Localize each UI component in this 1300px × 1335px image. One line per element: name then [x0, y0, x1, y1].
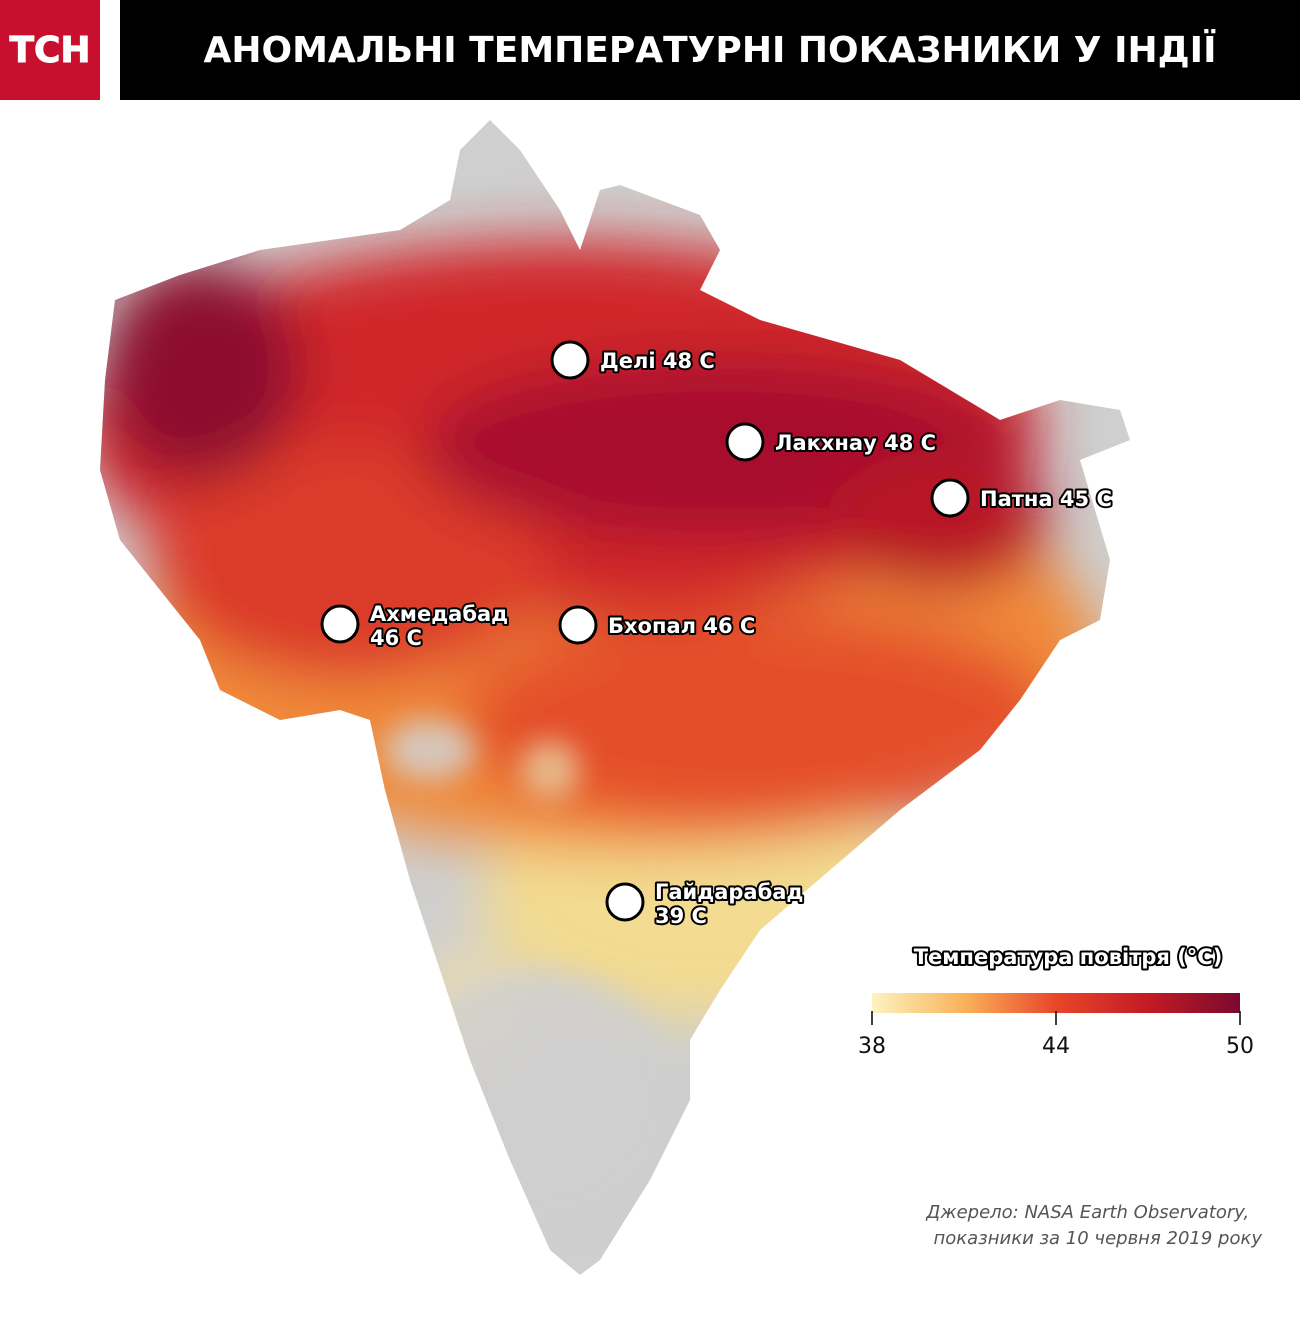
city-label: Делі 48 С	[600, 349, 715, 373]
city-label-line: Бхопал 46 С	[608, 614, 755, 638]
tick-label: 50	[1226, 1034, 1254, 1059]
heat	[100, 240, 1100, 1230]
city-label: Ахмедабад 46 С	[370, 602, 508, 650]
legend-title: Температура повітря (°C)	[914, 945, 1223, 969]
city-label-line: Ахмедабад	[370, 602, 508, 626]
city-label-line: Патна 45 С	[980, 487, 1112, 511]
city-label: Патна 45 С	[980, 487, 1112, 511]
city-marker	[320, 604, 360, 644]
city-label: Гайдарабад 39 С	[655, 880, 803, 928]
city-label: Бхопал 46 С	[608, 614, 755, 638]
city-label-line: Гайдарабад	[655, 880, 803, 904]
logo: ТСН	[9, 30, 90, 71]
source-line: Джерело: NASA Earth Observatory,	[925, 1202, 1249, 1223]
city-marker	[930, 478, 970, 518]
city-label-line: 39 С	[655, 904, 707, 928]
cities: Делі 48 С Лакхнау 48 С Патна 45 С Ахмедабад…	[320, 340, 1114, 930]
city-label-line: Лакхнау 48 С	[775, 431, 936, 455]
map	[100, 120, 1130, 1275]
source-line: показники за 10 червня 2019 року	[933, 1228, 1262, 1249]
tick-label: 44	[1042, 1034, 1070, 1059]
city-label-line: Делі 48 С	[600, 349, 715, 373]
city-marker	[550, 340, 590, 380]
city-label: Лакхнау 48 С	[775, 431, 936, 455]
city-label-line: 46 С	[370, 626, 422, 650]
city-marker	[725, 422, 765, 462]
legend: Температура повітря (°C) 38 44 50	[858, 943, 1254, 1059]
logo-box	[0, 0, 100, 100]
city-marker	[605, 882, 645, 922]
title: АНОМАЛЬНІ ТЕМПЕРАТУРНІ ПОКАЗНИКИ У ІНДІЇ	[204, 29, 1217, 71]
colorbar	[872, 993, 1240, 1013]
tick-label: 38	[858, 1034, 886, 1059]
source: Джерело: NASA Earth Observatory, показни…	[925, 1202, 1262, 1249]
title-bar	[120, 0, 1300, 100]
city-marker	[558, 605, 598, 645]
